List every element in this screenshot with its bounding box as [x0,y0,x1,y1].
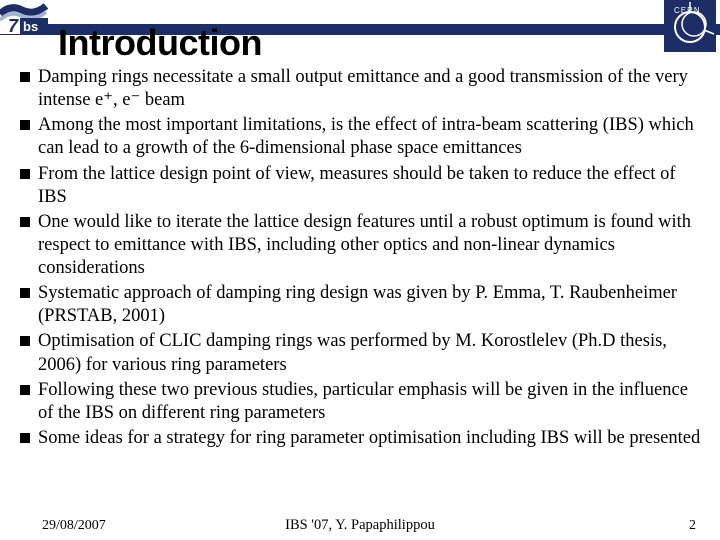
list-item: One would like to iterate the lattice de… [20,211,702,280]
bullet-text: Optimisation of CLIC damping rings was p… [38,330,702,376]
list-item: Following these two previous studies, pa… [20,379,702,425]
svg-text:CERN: CERN [674,6,701,15]
footer-page-number: 2 [689,518,696,534]
bullet-square-icon [20,433,30,443]
svg-text:7: 7 [8,16,19,34]
bullet-text: Damping rings necessitate a small output… [38,66,702,112]
bullet-text: One would like to iterate the lattice de… [38,211,702,280]
bullet-square-icon [20,120,30,130]
bullet-text: Following these two previous studies, pa… [38,379,702,425]
list-item: Damping rings necessitate a small output… [20,66,702,112]
svg-text:bs: bs [23,19,38,34]
slide-title: Introduction [58,22,262,64]
list-item: Systematic approach of damping ring desi… [20,282,702,328]
bullet-square-icon [20,169,30,179]
bullet-text: Among the most important limitations, is… [38,114,702,160]
bullet-square-icon [20,336,30,346]
footer-date: 29/08/2007 [42,518,106,534]
footer-center: IBS '07, Y. Papaphilippou [285,517,435,534]
ibs-logo: 7 bs [0,0,48,34]
footer: 29/08/2007 IBS '07, Y. Papaphilippou 2 [0,518,720,534]
list-item: Optimisation of CLIC damping rings was p… [20,330,702,376]
bullet-square-icon [20,217,30,227]
bullet-square-icon [20,288,30,298]
bullet-list: Damping rings necessitate a small output… [20,66,702,452]
bullet-square-icon [20,385,30,395]
cern-logo: CERN [664,0,716,52]
bullet-text: Systematic approach of damping ring desi… [38,282,702,328]
bullet-text: Some ideas for a strategy for ring param… [38,427,700,450]
list-item: Some ideas for a strategy for ring param… [20,427,702,450]
list-item: From the lattice design point of view, m… [20,163,702,209]
list-item: Among the most important limitations, is… [20,114,702,160]
bullet-square-icon [20,72,30,82]
bullet-text: From the lattice design point of view, m… [38,163,702,209]
